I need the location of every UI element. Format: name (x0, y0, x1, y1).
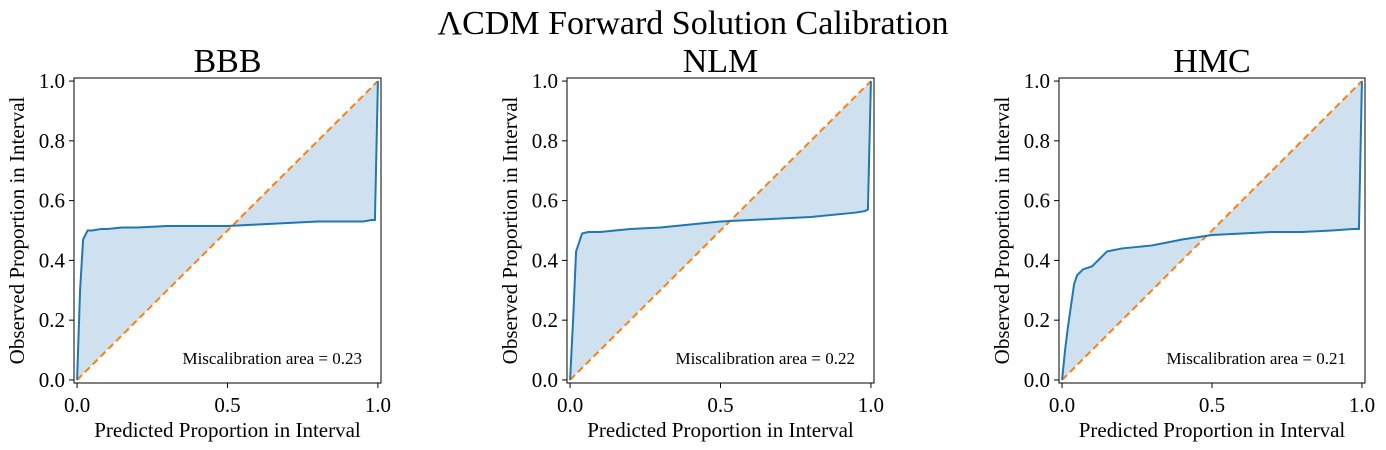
x-axis-label: Predicted Proportion in Interval (1079, 418, 1346, 442)
x-tick-label: 1.0 (365, 393, 391, 417)
y-tick-label: 0.6 (532, 189, 558, 213)
panel-nlm: 0.0 0.5 1.0 0.0 0.2 0.4 0.6 0.8 1.0 NLM Predicted … (498, 43, 884, 442)
x-tick-label: 0.0 (64, 393, 90, 417)
y-tick-label: 0.8 (532, 129, 558, 153)
y-axis-label: Observed Proportion in Interval (990, 96, 1014, 364)
y-tick-label: 0.0 (1024, 368, 1050, 392)
figure-suptitle: ΛCDM Forward Solution Calibration (437, 5, 949, 42)
y-tick-label: 0.8 (1024, 129, 1050, 153)
miscalibration-annotation: Miscalibration area = 0.23 (182, 349, 362, 368)
y-tick-label: 0.6 (1024, 189, 1050, 213)
calibration-curve (76, 81, 379, 380)
y-tick-label: 0.8 (39, 129, 65, 153)
y-tick-label: 0.0 (532, 368, 558, 392)
calibration-curve (1061, 81, 1363, 381)
miscalibration-annotation: Miscalibration area = 0.21 (1166, 349, 1346, 368)
y-tick-label: 0.2 (532, 308, 558, 332)
y-axis-label: Observed Proportion in Interval (498, 96, 522, 364)
x-tick-label: 0.5 (214, 393, 240, 417)
ideal-diagonal-line (569, 80, 872, 381)
y-tick-label: 0.2 (39, 308, 65, 332)
y-tick-label: 1.0 (532, 69, 558, 93)
panel-hmc: 0.0 0.5 1.0 0.0 0.2 0.4 0.6 0.8 1.0 HMC Predicted … (990, 43, 1375, 442)
y-tick-label: 0.0 (39, 368, 65, 392)
y-tick-label: 0.4 (39, 248, 66, 272)
y-tick-label: 1.0 (39, 69, 65, 93)
calibration-curve (569, 81, 872, 380)
miscalibration-annotation: Miscalibration area = 0.22 (675, 349, 855, 368)
x-tick-label: 0.0 (557, 393, 583, 417)
y-tick-label: 0.6 (39, 189, 65, 213)
y-tick-label: 0.4 (1024, 248, 1051, 272)
y-tick-label: 1.0 (1024, 69, 1050, 93)
ideal-diagonal-line (76, 80, 379, 381)
y-tick-label: 0.2 (1024, 308, 1050, 332)
panel-title: HMC (1173, 43, 1250, 80)
x-tick-label: 1.0 (858, 393, 884, 417)
y-tick-label: 0.4 (532, 248, 559, 272)
panel-title: BBB (193, 43, 261, 80)
panel-title: NLM (683, 43, 759, 80)
x-tick-label: 0.5 (1199, 393, 1225, 417)
x-axis-label: Predicted Proportion in Interval (94, 418, 361, 442)
x-tick-label: 1.0 (1349, 393, 1375, 417)
ideal-diagonal-line (1061, 80, 1363, 381)
x-tick-label: 0.0 (1049, 393, 1075, 417)
x-tick-label: 0.5 (707, 393, 733, 417)
panel-bbb: 0.0 0.5 1.0 0.0 0.2 0.4 0.6 0.8 1.0 BBB Predicted … (5, 43, 391, 442)
x-axis-label: Predicted Proportion in Interval (587, 418, 854, 442)
y-axis-label: Observed Proportion in Interval (5, 96, 29, 364)
